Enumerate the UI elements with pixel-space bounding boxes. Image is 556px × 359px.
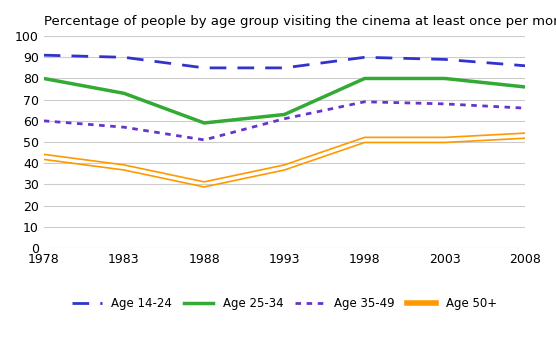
- Text: Percentage of people by age group visiting the cinema at least once per month: Percentage of people by age group visiti…: [44, 15, 556, 28]
- Legend: Age 14-24, Age 25-34, Age 35-49, Age 50+: Age 14-24, Age 25-34, Age 35-49, Age 50+: [67, 292, 502, 314]
